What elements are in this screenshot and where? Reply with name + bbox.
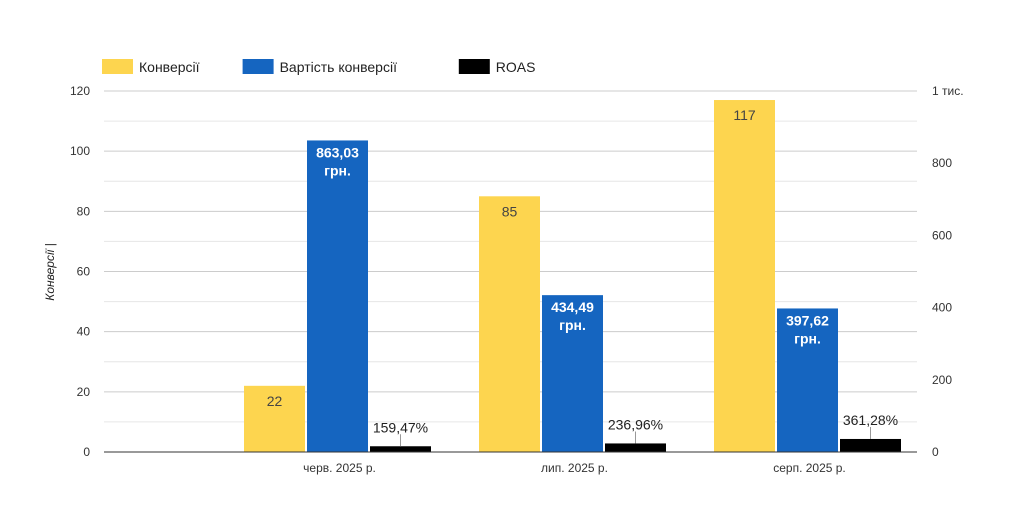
legend-label: Вартість конверсії xyxy=(280,59,397,75)
data-label: 863,03 xyxy=(316,144,359,160)
right-tick-label: 400 xyxy=(932,301,952,315)
x-tick-label: черв. 2025 р. xyxy=(303,461,376,475)
x-tick-label: серп. 2025 р. xyxy=(773,461,846,475)
data-label: грн. xyxy=(324,162,351,178)
legend: Конверсії Вартість конверсії ROAS xyxy=(102,59,535,75)
left-tick-label: 100 xyxy=(70,144,90,158)
data-label: 117 xyxy=(733,107,756,123)
data-label: грн. xyxy=(794,330,821,346)
x-tick-label: лип. 2025 р. xyxy=(541,461,608,475)
data-label: 22 xyxy=(267,393,283,409)
data-label: 85 xyxy=(502,203,518,219)
left-tick-label: 60 xyxy=(77,265,91,279)
bar-1-0 xyxy=(307,140,368,452)
left-tick-label: 80 xyxy=(77,204,91,218)
bar-0-1 xyxy=(479,196,540,452)
data-label: грн. xyxy=(559,317,586,333)
bar-1-1 xyxy=(542,295,603,452)
bar-0-0 xyxy=(244,385,305,452)
bar-2-1 xyxy=(605,443,666,452)
bar-2-0 xyxy=(370,446,431,452)
right-tick-label: 600 xyxy=(932,228,952,242)
left-axis: 0 20 40 60 80 100 120 xyxy=(70,84,90,459)
data-label: 434,49 xyxy=(551,299,594,315)
bar-1-2 xyxy=(777,308,838,452)
data-label: 159,47% xyxy=(373,419,428,435)
data-label: 397,62 xyxy=(786,312,829,328)
legend-label: ROAS xyxy=(496,59,536,75)
data-label: 361,28% xyxy=(843,412,898,428)
right-tick-label: 200 xyxy=(932,373,952,387)
bars xyxy=(244,100,901,453)
bar-0-2 xyxy=(714,100,775,453)
data-labels: 22 863,03 грн. 159,47% 85 434,49 грн. 236,96% 11… xyxy=(267,107,898,447)
right-tick-label: 0 xyxy=(932,445,939,459)
left-tick-label: 40 xyxy=(77,325,91,339)
y-axis-label: Конверсії | xyxy=(43,243,57,300)
legend-swatch xyxy=(242,59,274,74)
legend-swatch xyxy=(102,59,133,74)
legend-swatch xyxy=(458,59,490,74)
right-tick-label: 1 тис. xyxy=(932,84,964,98)
right-tick-label: 800 xyxy=(932,156,952,170)
right-axis: 0 200 400 600 800 1 тис. xyxy=(932,84,964,459)
bar-2-2 xyxy=(840,438,901,452)
left-tick-label: 120 xyxy=(70,84,90,98)
legend-label: Конверсії xyxy=(139,59,200,75)
left-tick-label: 0 xyxy=(83,445,90,459)
data-label: 236,96% xyxy=(608,416,663,432)
x-axis: черв. 2025 р. лип. 2025 р. серп. 2025 р. xyxy=(303,461,846,475)
left-tick-label: 20 xyxy=(77,385,91,399)
